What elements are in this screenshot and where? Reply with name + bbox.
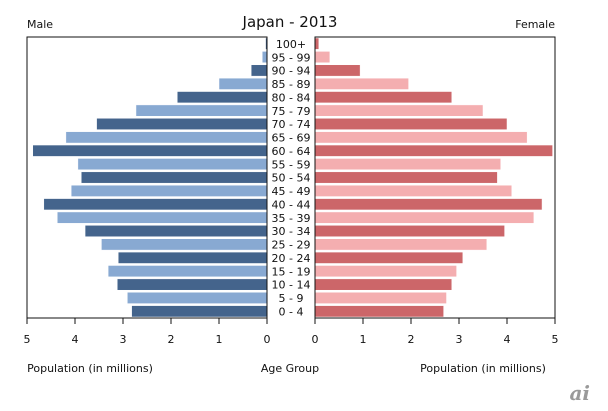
female-label: Female (515, 18, 555, 31)
female-bar (314, 37, 320, 50)
male-x-axis: 0 1 2 3 4 5 (24, 318, 271, 346)
male-bar (96, 118, 268, 130)
female-bar (314, 144, 553, 157)
female-bar (314, 225, 505, 237)
female-bar (314, 251, 464, 264)
male-bar (131, 305, 268, 318)
male-x-tick-label: 5 (24, 333, 31, 346)
chart-title: Japan - 2013 (242, 13, 338, 31)
female-bar (314, 91, 453, 104)
male-bar (117, 251, 268, 264)
male-bar (84, 225, 268, 237)
female-bar (314, 211, 535, 224)
male-x-tick-label: 0 (264, 333, 271, 346)
female-bar (314, 77, 409, 90)
age-group-label: 60 - 64 (272, 145, 311, 158)
male-bar (176, 91, 268, 104)
male-bar (250, 64, 268, 77)
age-group-label: 55 - 59 (272, 158, 311, 171)
age-group-label: 40 - 44 (272, 198, 311, 211)
age-group-label: 50 - 54 (272, 172, 311, 185)
male-bar (107, 265, 268, 278)
age-group-label: 95 - 99 (272, 51, 311, 64)
female-x-axis: 0 1 2 3 4 5 (312, 318, 559, 346)
male-bar (32, 144, 268, 157)
age-group-label: 100+ (276, 38, 306, 51)
female-x-axis-label: Population (in millions) (420, 362, 546, 375)
male-x-tick-label: 4 (72, 333, 79, 346)
female-bar (314, 131, 528, 144)
female-x-tick-label: 4 (504, 333, 511, 346)
age-group-label: 10 - 14 (272, 279, 311, 292)
age-group-label: 30 - 34 (272, 225, 311, 238)
male-bar (56, 211, 268, 224)
male-x-axis-label: Population (in millions) (27, 362, 153, 375)
female-bar (314, 118, 508, 130)
male-x-tick-label: 1 (216, 333, 223, 346)
age-group-label: 85 - 89 (272, 78, 311, 91)
female-x-tick-label: 0 (312, 333, 319, 346)
age-group-label: 80 - 84 (272, 91, 311, 104)
female-x-tick-label: 2 (408, 333, 415, 346)
age-group-label: 0 - 4 (279, 306, 304, 319)
male-label: Male (27, 18, 53, 31)
male-bar (65, 131, 268, 144)
male-bar (80, 171, 268, 184)
female-bar (314, 238, 488, 251)
age-group-label: 65 - 69 (272, 132, 311, 145)
female-plot-frame (314, 36, 556, 319)
female-bar (314, 265, 457, 278)
age-group-label: 5 - 9 (279, 292, 304, 305)
male-bar (101, 238, 268, 251)
age-group-axis-label: Age Group (261, 362, 319, 375)
male-bar (261, 51, 268, 64)
male-x-tick-label: 3 (120, 333, 127, 346)
age-group-label: 25 - 29 (272, 239, 311, 252)
female-bar (314, 51, 331, 64)
female-bar (314, 104, 484, 117)
male-bars (32, 37, 268, 318)
male-bar (116, 278, 268, 291)
male-bar (77, 158, 268, 171)
watermark-logo: ai (569, 381, 590, 405)
female-x-tick-label: 1 (360, 333, 367, 346)
male-bar (127, 291, 268, 304)
male-bar (135, 104, 268, 117)
female-bar (314, 278, 453, 291)
female-bar (314, 291, 447, 304)
male-x-tick-label: 2 (168, 333, 175, 346)
age-group-label: 15 - 19 (272, 265, 311, 278)
age-group-label: 45 - 49 (272, 185, 311, 198)
age-group-label: 90 - 94 (272, 65, 311, 78)
female-bar (314, 158, 502, 171)
age-group-label: 20 - 24 (272, 252, 311, 265)
female-bar (314, 64, 361, 77)
male-bar (70, 184, 268, 197)
female-bars (314, 37, 553, 318)
male-bar (218, 77, 268, 90)
female-bar (314, 184, 513, 197)
age-group-label: 75 - 79 (272, 105, 311, 118)
female-bar (314, 171, 498, 184)
female-x-tick-label: 5 (552, 333, 559, 346)
male-plot-frame (26, 36, 268, 319)
age-group-label: 70 - 74 (272, 118, 311, 131)
female-bar (314, 198, 543, 211)
age-group-label: 35 - 39 (272, 212, 311, 225)
female-bar (314, 305, 444, 318)
female-x-tick-label: 3 (456, 333, 463, 346)
male-bar (43, 198, 268, 211)
